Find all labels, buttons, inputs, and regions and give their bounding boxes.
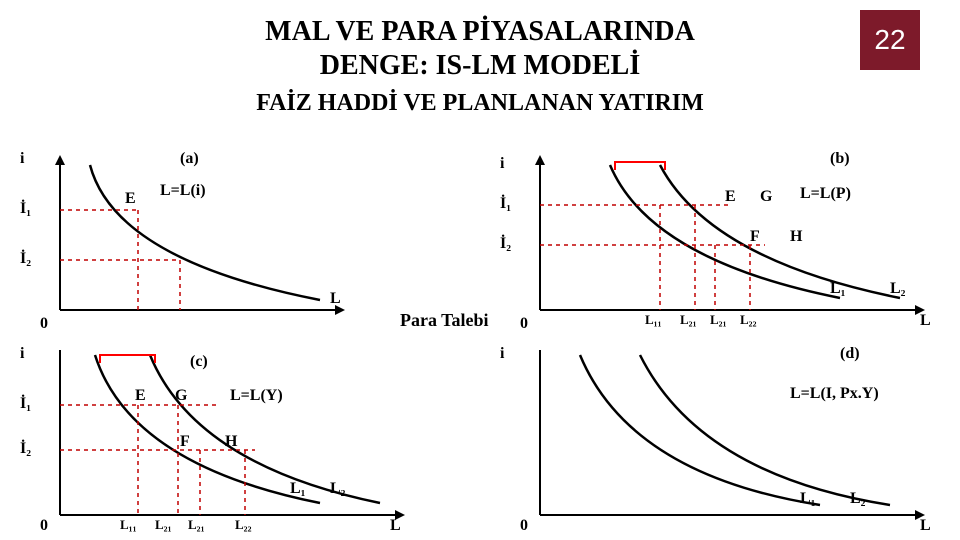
panels-container: i (a) İ₁ İ₂ E L=L(i) 0 L	[0, 150, 960, 540]
panel-c-tag: (c)	[190, 353, 208, 371]
panel-a-i2: İ₂	[20, 250, 31, 268]
panel-d-svg	[500, 345, 940, 540]
panel-c-L22: L₂₂	[235, 517, 251, 533]
panel-b-L1: L₁	[830, 280, 845, 298]
panel-b-x-label: L	[920, 312, 931, 330]
panel-b-y-label: i	[500, 155, 504, 173]
panel-c-G: G	[175, 387, 187, 405]
panel-a-E: E	[125, 190, 136, 208]
panel-c-L11: L₁₁	[120, 517, 136, 533]
panel-b-L2: L₂	[890, 280, 905, 298]
panel-c-L1: L₁	[290, 480, 305, 498]
panel-c-y-label: i	[20, 345, 24, 363]
panel-b-G: G	[760, 188, 772, 206]
panel-b-L21a: L₂₁	[680, 312, 696, 328]
panel-a-zero: 0	[40, 315, 48, 333]
panel-a-x-label: L	[330, 290, 341, 308]
panel-d-L1: L₁	[800, 490, 815, 508]
panel-c-L21b: L₂₁	[188, 517, 204, 533]
panel-c-curve-label: L=L(Y)	[230, 387, 283, 405]
subtitle: FAİZ HADDİ VE PLANLANAN YATIRIM	[0, 90, 960, 117]
panel-d-L2: L₂	[850, 490, 865, 508]
panel-b-curve-label: L=L(P)	[800, 185, 851, 203]
panel-b-L11: L₁₁	[645, 312, 661, 328]
title-area: MAL VE PARA PİYASALARINDA DENGE: IS-LM M…	[0, 0, 960, 117]
panel-b: i (b) İ₁ İ₂ E G F H L=L(P) L₁ L₂ 0 L₁₁ L…	[500, 150, 940, 340]
panel-c-zero: 0	[40, 517, 48, 535]
panel-a-tag: (a)	[180, 150, 199, 168]
panel-c-L21a: L₂₁	[155, 517, 171, 533]
panel-d-curve-label: L=L(I, Px.Y)	[790, 385, 879, 403]
panel-b-E: E	[725, 188, 736, 206]
panel-d-zero: 0	[520, 517, 528, 535]
panel-a-y-label: i	[20, 150, 24, 168]
panel-b-F: F	[750, 228, 760, 246]
panel-c-E: E	[135, 387, 146, 405]
panel-c-svg	[20, 345, 420, 540]
panel-c-F: F	[180, 433, 190, 451]
panel-b-zero: 0	[520, 315, 528, 333]
center-para-talebi: Para Talebi	[400, 310, 489, 331]
page-number-badge: 22	[860, 10, 920, 70]
panel-b-i2: İ₂	[500, 235, 511, 253]
panel-c: i (c) İ₁ İ₂ E G F H L=L(Y) L₁ L₂ 0 L₁₁ L…	[20, 345, 420, 540]
main-title-line2: DENGE: IS-LM MODELİ	[0, 49, 960, 83]
panel-a-svg	[20, 150, 360, 340]
panel-d: i (d) L=L(I, Px.Y) L₁ L₂ 0 L	[500, 345, 940, 540]
panel-c-L2: L₂	[330, 480, 345, 498]
panel-b-L21b: L₂₁	[710, 312, 726, 328]
panel-c-i2: İ₂	[20, 440, 31, 458]
panel-c-i1: İ₁	[20, 395, 31, 413]
panel-c-x-label: L	[390, 517, 401, 535]
main-title-line1: MAL VE PARA PİYASALARINDA	[0, 15, 960, 49]
panel-a: i (a) İ₁ İ₂ E L=L(i) 0 L	[20, 150, 360, 340]
panel-a-curve-label: L=L(i)	[160, 182, 206, 200]
panel-b-H: H	[790, 228, 802, 246]
panel-b-tag: (b)	[830, 150, 850, 168]
panel-d-tag: (d)	[840, 345, 860, 363]
panel-b-i1: İ₁	[500, 195, 511, 213]
panel-d-x-label: L	[920, 517, 931, 535]
panel-a-i1: İ₁	[20, 200, 31, 218]
panel-c-H: H	[225, 433, 237, 451]
panel-b-L22: L₂₂	[740, 312, 756, 328]
panel-d-y-label: i	[500, 345, 504, 363]
